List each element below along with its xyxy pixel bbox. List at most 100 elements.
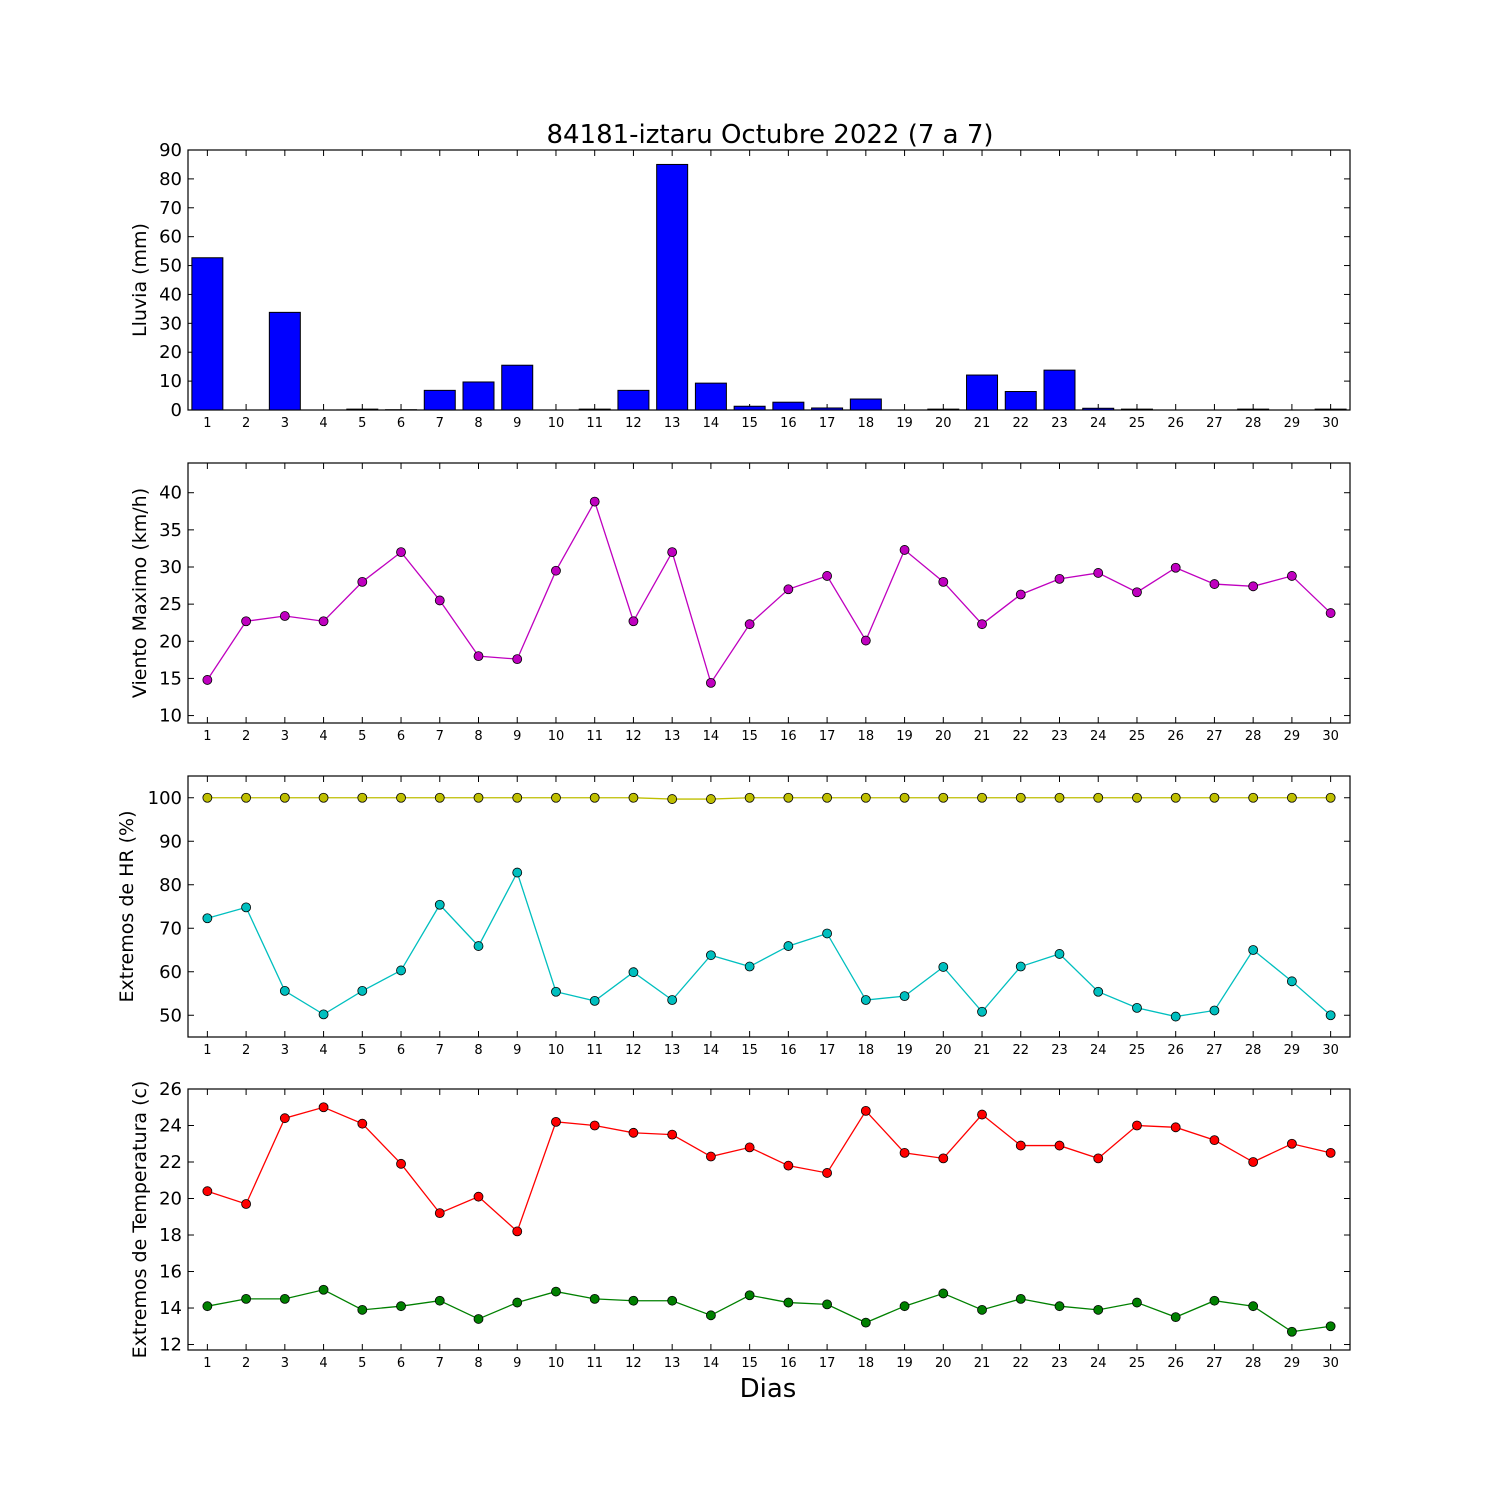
data-point bbox=[783, 1297, 794, 1308]
data-point bbox=[783, 1160, 794, 1171]
data-point bbox=[822, 571, 832, 581]
data-point bbox=[1325, 792, 1336, 803]
data-point bbox=[783, 941, 794, 951]
data-point bbox=[1325, 608, 1336, 618]
x-tick-label: 28 bbox=[1245, 729, 1262, 744]
data-point bbox=[977, 792, 987, 803]
x-tick-label: 2 bbox=[242, 729, 250, 744]
data-point bbox=[822, 1299, 832, 1310]
x-tick-label: 28 bbox=[1245, 1356, 1262, 1371]
x-tick-label: 6 bbox=[397, 1356, 405, 1371]
x-tick-label: 6 bbox=[397, 729, 405, 744]
x-tick-label: 29 bbox=[1284, 729, 1301, 744]
x-tick-label: 1 bbox=[203, 416, 211, 431]
data-point bbox=[938, 576, 949, 587]
data-point bbox=[318, 1102, 329, 1113]
data-point bbox=[1054, 949, 1065, 959]
x-tick-label: 18 bbox=[858, 1356, 875, 1371]
x-tick-label: 22 bbox=[1012, 1356, 1029, 1371]
data-point bbox=[357, 576, 368, 587]
y-tick-label: 60 bbox=[159, 227, 182, 248]
axes-frame bbox=[187, 775, 1351, 1038]
data-point bbox=[1015, 1140, 1026, 1151]
data-point bbox=[860, 635, 871, 646]
x-tick-label: 1 bbox=[203, 729, 211, 744]
data-point bbox=[706, 794, 716, 804]
data-point bbox=[1093, 1304, 1104, 1315]
data-point bbox=[318, 1009, 329, 1020]
data-point bbox=[1209, 792, 1220, 803]
data-point bbox=[667, 547, 678, 558]
y-tick-label: 70 bbox=[159, 918, 182, 939]
bar bbox=[1004, 391, 1037, 411]
x-tick-label: 5 bbox=[358, 1356, 366, 1371]
x-tick-label: 20 bbox=[935, 1043, 952, 1058]
x-tick-label: 8 bbox=[474, 729, 482, 744]
x-tick-label: 21 bbox=[974, 729, 991, 744]
data-point bbox=[589, 792, 600, 803]
data-point bbox=[744, 961, 755, 972]
x-tick-label: 26 bbox=[1167, 1356, 1184, 1371]
data-point bbox=[822, 928, 832, 939]
y-tick-label: 60 bbox=[159, 962, 182, 983]
data-point bbox=[1132, 587, 1142, 598]
data-point bbox=[1287, 1326, 1297, 1337]
x-axis-label: Dias bbox=[740, 1374, 797, 1404]
data-point bbox=[667, 995, 678, 1005]
y-tick-label: 10 bbox=[159, 371, 182, 392]
x-tick-label: 16 bbox=[780, 1356, 797, 1371]
axes-frame bbox=[187, 462, 1351, 724]
data-point bbox=[1054, 1140, 1065, 1151]
series-line-2 bbox=[207, 1289, 1331, 1333]
data-point bbox=[473, 1314, 484, 1324]
bar bbox=[772, 401, 805, 411]
x-tick-label: 30 bbox=[1322, 729, 1339, 744]
x-tick-label: 21 bbox=[974, 416, 991, 431]
data-point bbox=[860, 1106, 871, 1116]
data-point bbox=[396, 1158, 406, 1169]
data-point bbox=[589, 995, 600, 1006]
bar bbox=[268, 311, 301, 411]
y-tick-label: 90 bbox=[159, 140, 182, 161]
bar bbox=[966, 374, 999, 411]
x-tick-label: 17 bbox=[819, 1043, 836, 1058]
data-point bbox=[241, 1199, 252, 1209]
x-tick-label: 9 bbox=[513, 1356, 521, 1371]
x-tick-label: 24 bbox=[1090, 416, 1107, 431]
data-point bbox=[241, 1293, 252, 1304]
bar bbox=[191, 257, 224, 411]
y-axis-label: Extremos de HR (%) bbox=[116, 810, 138, 1002]
series-line-1 bbox=[207, 797, 1331, 800]
x-tick-label: 13 bbox=[664, 1356, 681, 1371]
bar bbox=[694, 382, 727, 411]
data-point bbox=[899, 1301, 910, 1312]
data-point bbox=[318, 792, 329, 803]
data-point bbox=[589, 1120, 600, 1131]
data-point bbox=[1054, 573, 1065, 584]
data-point bbox=[899, 545, 910, 555]
data-point bbox=[589, 496, 600, 507]
data-point bbox=[667, 1129, 678, 1140]
data-point bbox=[1209, 1295, 1220, 1306]
x-tick-label: 12 bbox=[625, 1043, 642, 1058]
x-tick-label: 3 bbox=[281, 416, 289, 431]
series-line-1 bbox=[206, 500, 1332, 685]
x-tick-label: 19 bbox=[896, 416, 913, 431]
data-point bbox=[434, 792, 445, 803]
x-tick-label: 17 bbox=[819, 416, 836, 431]
x-tick-label: 18 bbox=[858, 1043, 875, 1058]
x-tick-label: 27 bbox=[1206, 1043, 1223, 1058]
data-point bbox=[279, 1293, 290, 1304]
x-tick-label: 18 bbox=[858, 416, 875, 431]
x-tick-label: 3 bbox=[281, 1356, 289, 1371]
y-tick-label: 50 bbox=[159, 256, 182, 277]
data-point bbox=[744, 792, 755, 803]
data-point bbox=[473, 1191, 484, 1202]
data-point bbox=[551, 1286, 561, 1297]
data-point bbox=[241, 792, 252, 803]
data-point bbox=[512, 654, 523, 665]
axes-frame bbox=[187, 1088, 1351, 1351]
